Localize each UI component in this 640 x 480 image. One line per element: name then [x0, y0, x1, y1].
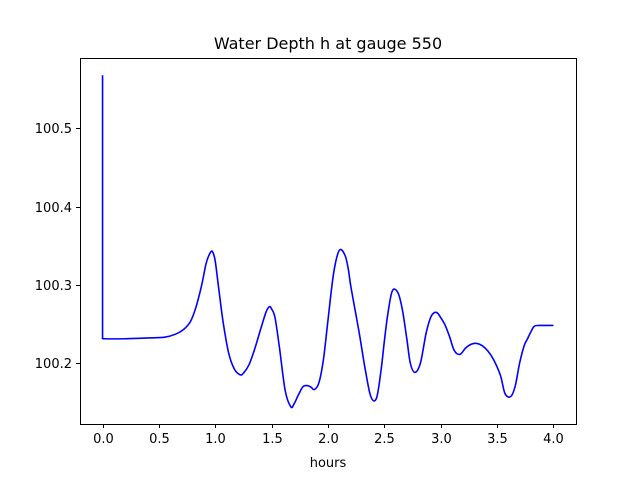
x-axis-label: hours	[310, 456, 347, 471]
y-tick-label: 100.2	[35, 357, 72, 372]
plot-area	[101, 75, 554, 409]
x-tick-label: 2.0	[318, 432, 339, 447]
x-tick-label: 0.5	[149, 432, 170, 447]
x-tick-label: 2.5	[374, 432, 395, 447]
chart-title: Water Depth h at gauge 550	[214, 34, 442, 53]
x-tick-label: 0.0	[93, 432, 114, 447]
x-tick-label: 1.0	[205, 432, 226, 447]
x-tick-label: 3.5	[487, 432, 508, 447]
x-tick-label: 1.5	[262, 432, 283, 447]
x-axis: 0.0 0.5 1.0 1.5 2.0 2.5 3.0 3.5 4.0	[93, 424, 564, 447]
y-tick-label: 100.5	[35, 122, 72, 137]
y-tick-label: 100.3	[35, 279, 72, 294]
x-tick-label: 4.0	[543, 432, 564, 447]
x-tick-label: 3.0	[431, 432, 452, 447]
series-line	[101, 75, 554, 409]
plot-frame	[80, 58, 577, 425]
y-tick-label: 100.4	[35, 201, 72, 216]
y-axis: 100.2 100.3 100.4 100.5	[35, 122, 80, 372]
